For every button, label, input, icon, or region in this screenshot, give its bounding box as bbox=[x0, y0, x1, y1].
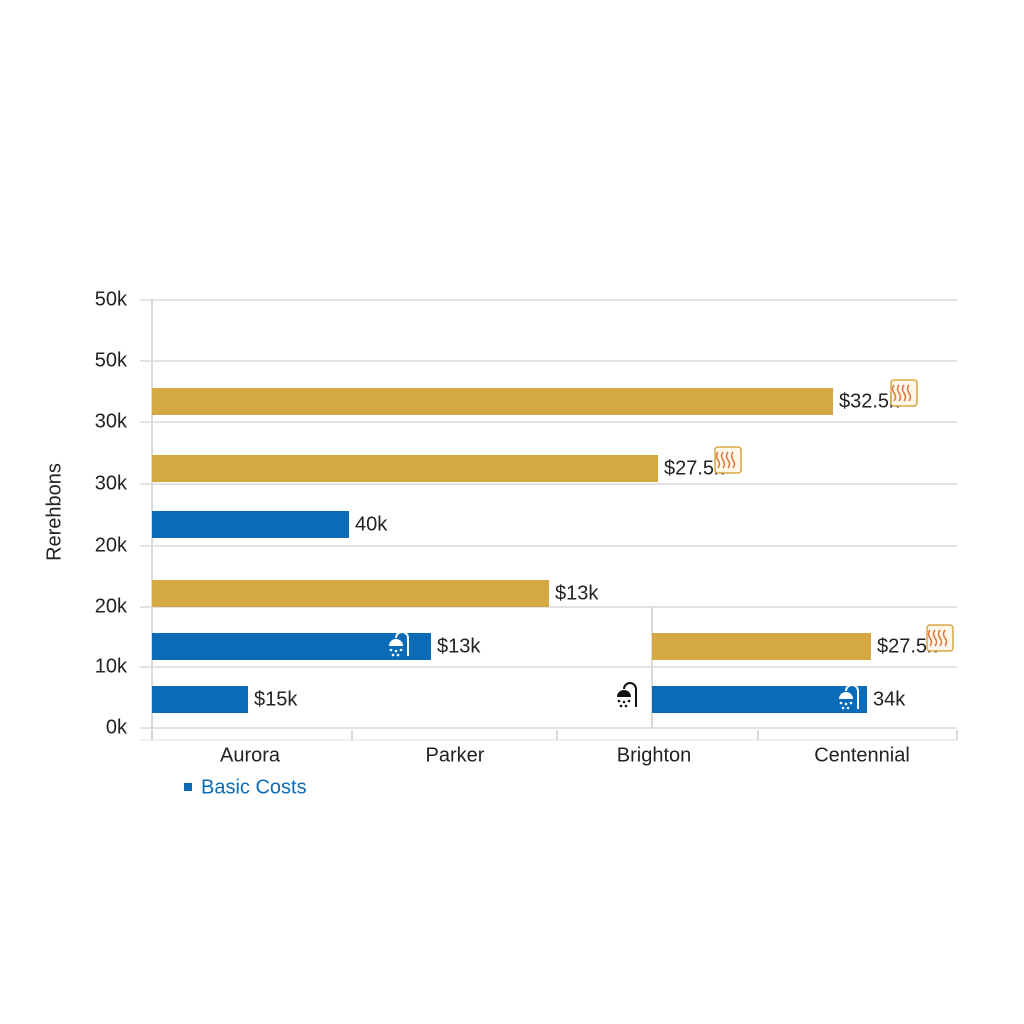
icon-drop bbox=[841, 706, 845, 710]
bar-label: $13k bbox=[555, 582, 599, 604]
icon-wave bbox=[906, 384, 912, 402]
icon-wave bbox=[891, 384, 897, 402]
icon-drop bbox=[619, 704, 623, 708]
icon-wave bbox=[730, 451, 736, 469]
icon-pipe bbox=[395, 631, 409, 656]
icon-drop bbox=[839, 701, 843, 705]
bar-label: $32.5k bbox=[839, 390, 900, 412]
bar-label: 34k bbox=[873, 688, 906, 710]
icon-head bbox=[617, 690, 631, 697]
icon-drop bbox=[849, 701, 853, 705]
y-tick-label: 10k bbox=[95, 655, 128, 677]
heat-icon bbox=[714, 446, 742, 474]
icon-wave bbox=[896, 384, 902, 402]
icon-pipe bbox=[845, 684, 859, 709]
icon-pipe bbox=[623, 682, 637, 707]
icon-drop bbox=[627, 699, 631, 703]
bar-label: $27.5k bbox=[664, 457, 725, 479]
bar bbox=[652, 633, 871, 660]
icon-wave bbox=[942, 629, 948, 647]
icon-drop bbox=[399, 648, 403, 652]
y-tick-label: 30k bbox=[95, 410, 128, 432]
y-tick-label: 50k bbox=[95, 349, 128, 371]
y-tick-label: 20k bbox=[95, 534, 128, 556]
icon-wave bbox=[715, 451, 721, 469]
icon-wave bbox=[932, 629, 938, 647]
bar-label: $13k bbox=[437, 635, 481, 657]
icon-wave bbox=[720, 451, 726, 469]
bar-label: 40k bbox=[355, 513, 388, 535]
icon-drop bbox=[624, 704, 628, 708]
bar bbox=[652, 686, 867, 713]
icon-drop bbox=[844, 702, 848, 706]
bar bbox=[152, 633, 431, 660]
icon-wave bbox=[901, 384, 907, 402]
icon-head bbox=[839, 692, 853, 699]
x-tick-label: Brighton bbox=[617, 744, 692, 766]
y-tick-label: 0k bbox=[106, 716, 128, 738]
x-tick-label: Parker bbox=[426, 744, 485, 766]
icon-drop bbox=[394, 649, 398, 653]
shower-icon bbox=[389, 631, 409, 657]
icon-wave bbox=[927, 629, 933, 647]
bar bbox=[152, 388, 833, 415]
bar bbox=[152, 511, 349, 538]
x-tick-label: Aurora bbox=[220, 744, 281, 766]
icon-drop bbox=[622, 700, 626, 704]
bar-label: $27.5k bbox=[877, 635, 938, 657]
legend-label: Basic Costs bbox=[201, 776, 307, 798]
bar bbox=[152, 455, 658, 482]
y-tick-label: 20k bbox=[95, 595, 128, 617]
y-axis-title: Rerehbons bbox=[43, 463, 65, 561]
icon-drop bbox=[396, 653, 400, 657]
heat-icon bbox=[890, 379, 918, 407]
icon-drop bbox=[389, 648, 393, 652]
bar-label: $15k bbox=[254, 688, 298, 710]
icon-drop bbox=[846, 706, 850, 710]
heat-icon bbox=[926, 624, 954, 652]
bar bbox=[152, 580, 549, 607]
icon-drop bbox=[617, 699, 621, 703]
x-tick-label: Centennial bbox=[814, 744, 910, 766]
shower-icon bbox=[839, 684, 859, 710]
icon-wave bbox=[725, 451, 731, 469]
y-tick-label: 30k bbox=[95, 472, 128, 494]
legend-swatch bbox=[184, 783, 192, 791]
bar bbox=[152, 686, 248, 713]
icon-wave bbox=[937, 629, 943, 647]
y-tick-label: 50k bbox=[95, 288, 128, 310]
icon-drop bbox=[391, 653, 395, 657]
shower-icon bbox=[617, 682, 637, 708]
icon-head bbox=[389, 639, 403, 646]
